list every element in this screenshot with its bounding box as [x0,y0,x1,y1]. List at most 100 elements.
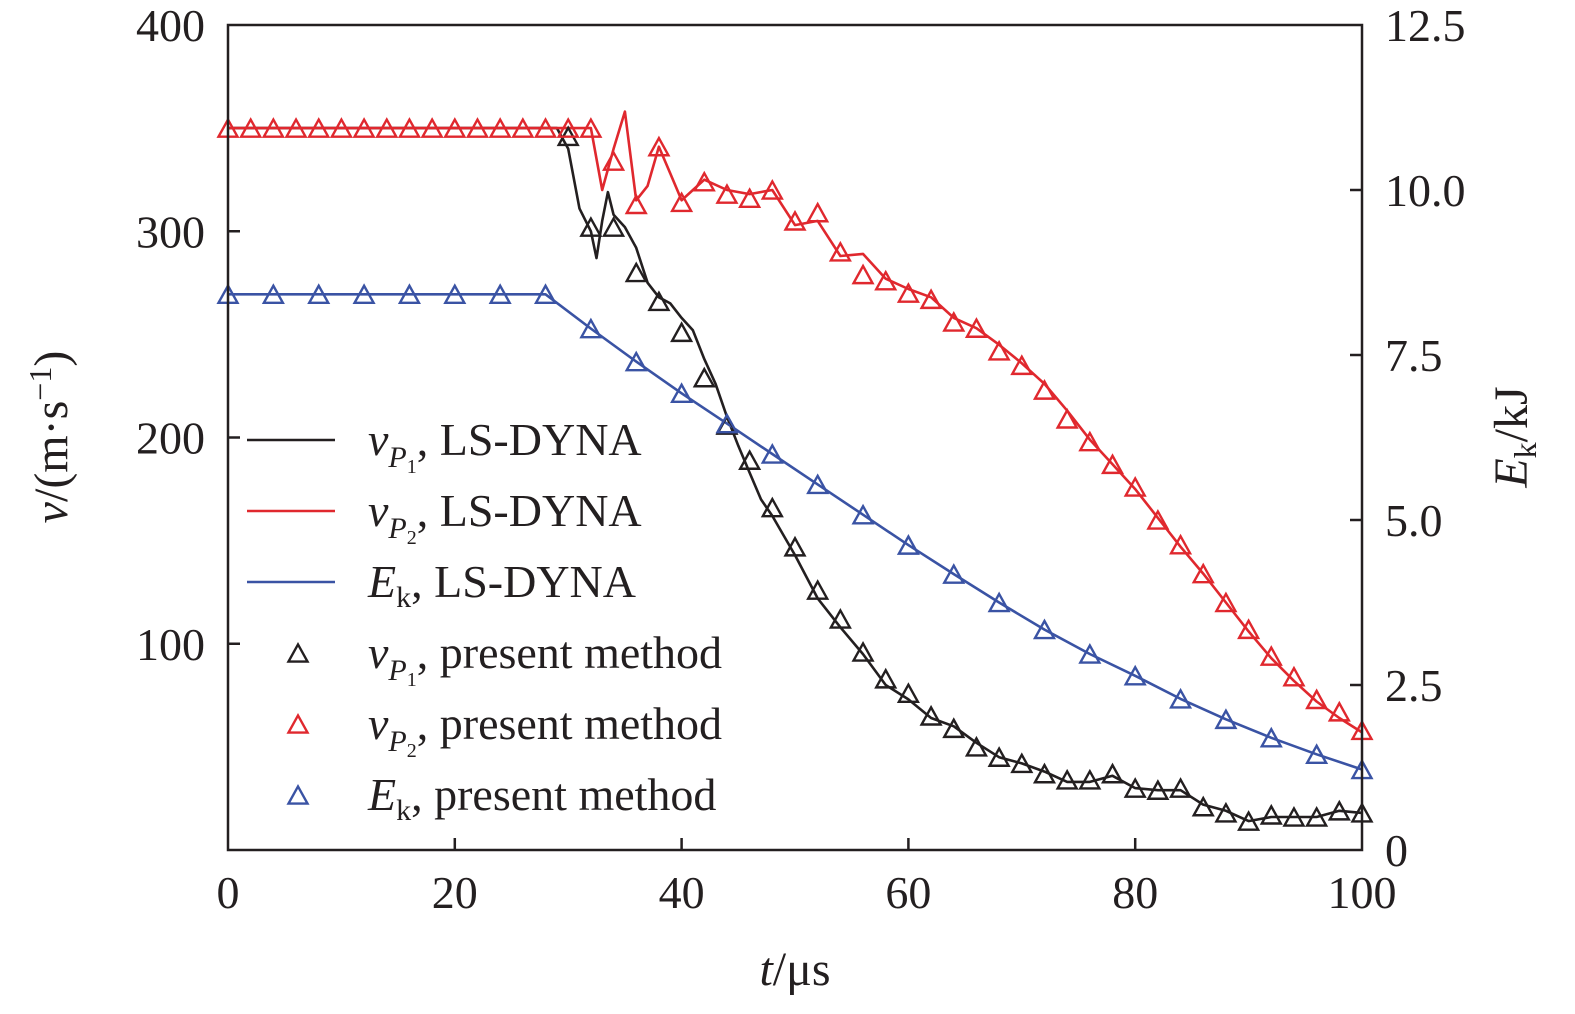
data-point-marker [307,283,331,305]
legend: vP1, LS-DYNA vP2, LS-DYNA Ek, LS-DYNA vP1, … [247,414,722,827]
data-point-marker [987,591,1011,613]
data-point-marker [964,735,988,757]
data-point-marker [352,283,376,305]
data-point-marker [1010,354,1034,376]
y-right-tick-label: 12.5 [1385,0,1466,51]
data-point-marker [624,261,648,283]
data-point-marker [261,283,285,305]
y-left-tick-label: 200 [136,413,205,464]
data-point-marker [443,283,467,305]
data-point-marker [579,117,603,138]
data-point-marker [806,579,830,600]
data-point-marker [1169,687,1193,709]
y-right-tick-label: 5.0 [1385,495,1443,546]
data-point-marker [1123,777,1147,798]
series-line-0 [228,126,1363,823]
data-point-marker [1169,533,1193,555]
data-point-marker [1010,752,1034,774]
data-point-marker [1191,562,1215,584]
x-axis-title: t/μs [759,943,830,996]
data-point-marker [896,534,920,555]
legend-marker-swatch [286,712,310,734]
series-line-1 [228,110,1363,734]
data-point-marker [284,117,308,138]
data-point-marker [488,117,512,138]
data-point-marker [1078,430,1102,452]
data-point-marker [1259,726,1283,748]
data-point-marker [1123,664,1147,686]
data-point-marker [942,717,966,739]
legend-label: vP1, LS-DYNA [368,414,642,478]
data-point-marker [715,412,739,434]
data-point-marker [896,682,920,703]
data-point-marker [556,117,580,138]
data-point-marker [443,117,467,138]
data-point-marker [352,117,376,138]
legend-label: Ek, present method [367,769,716,827]
data-point-marker [1191,795,1215,817]
y-left-tick-label: 100 [136,619,205,670]
right-axis-title: Ek/kJ [1485,386,1543,488]
data-point-marker [1032,618,1057,640]
data-point-marker [1078,768,1102,790]
legend-marker-swatch [286,641,310,663]
data-point-marker [919,288,943,310]
data-point-marker [647,135,671,157]
left-axis-title: v/(m·s−1) [22,351,78,524]
data-point-marker [1032,762,1057,784]
x-tick-label: 40 [659,867,705,918]
data-point-marker [1282,665,1306,687]
data-point-marker [987,746,1011,767]
data-point-marker [964,317,988,338]
data-point-marker [624,350,648,372]
data-point-marker [602,150,626,171]
data-point-marker [738,187,762,209]
data-point-marker [783,535,807,557]
y-left-tick-label: 400 [136,0,205,51]
data-point-marker [987,339,1011,361]
data-point-marker [1100,453,1125,475]
data-point-marker [1214,591,1238,613]
data-point-marker [1259,645,1283,666]
data-point-marker [533,117,558,138]
y-right-tick-label: 2.5 [1385,660,1443,711]
data-point-marker [851,503,875,525]
data-point-marker [375,117,399,138]
data-point-marker [1237,618,1261,640]
data-point-marker [1146,508,1170,530]
data-point-marker [670,321,694,343]
data-point-marker [1305,805,1329,827]
data-point-marker [1055,768,1079,790]
data-point-marker [1282,805,1306,827]
x-tick-label: 0 [217,867,240,918]
data-point-marker [1305,688,1329,710]
data-point-marker [1169,777,1193,798]
data-point-marker [511,117,535,138]
data-point-marker [692,170,716,192]
data-point-marker [670,382,694,404]
data-point-marker [1123,475,1147,497]
data-point-marker [579,317,603,339]
data-point-marker [874,667,898,689]
data-point-marker [1305,743,1329,765]
data-point-marker [1259,803,1283,825]
data-point-marker [738,449,762,470]
y-right-tick-label: 0 [1385,825,1408,876]
x-tick-label: 60 [885,867,931,918]
y-right-tick-label: 10.0 [1385,165,1466,216]
legend-label: vP2, present method [368,698,722,762]
x-tick-label: 80 [1112,867,1158,918]
data-point-marker [942,563,966,584]
data-point-marker [760,496,784,518]
data-point-marker [828,240,852,262]
data-point-marker [1327,799,1351,821]
data-point-marker [1078,642,1102,664]
data-point-marker [1214,801,1238,823]
data-point-marker [602,216,626,237]
data-point-marker [828,607,852,629]
data-point-marker [533,283,558,305]
legend-label: vP1, present method [368,627,722,691]
data-point-marker [1146,779,1170,800]
x-tick-label: 20 [432,867,478,918]
